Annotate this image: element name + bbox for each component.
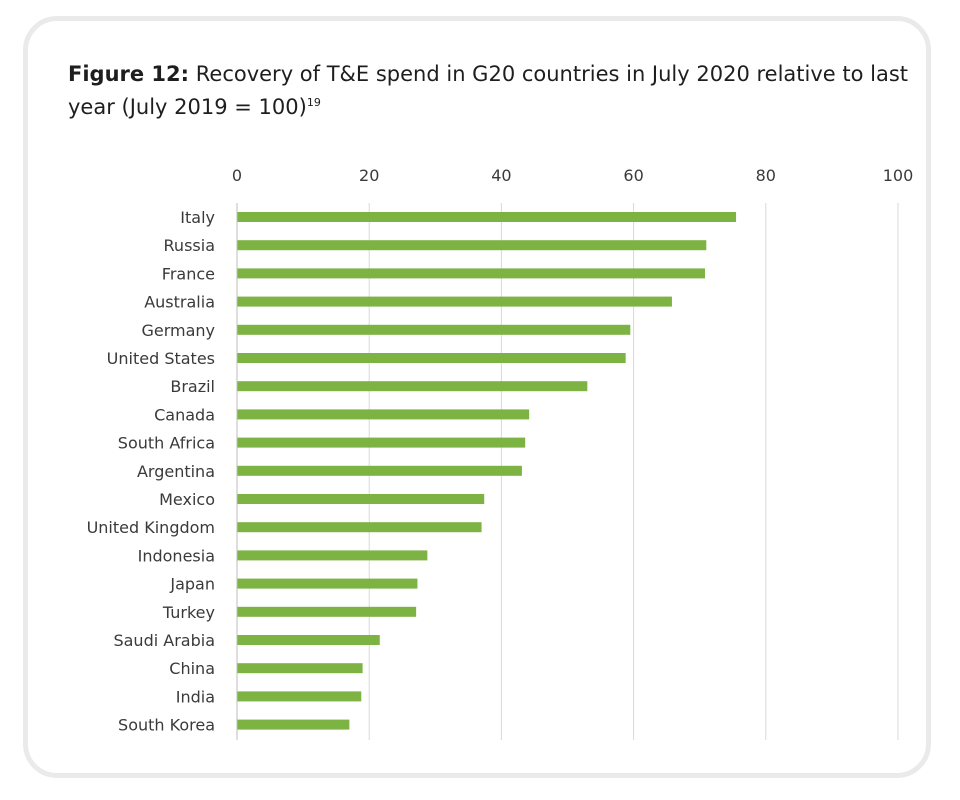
bar [237, 268, 705, 279]
category-label: Japan [169, 575, 215, 594]
category-label: South Africa [118, 434, 215, 453]
category-label: Germany [141, 321, 215, 340]
figure-title: Figure 12: Recovery of T&E spend in G20 … [68, 58, 908, 124]
x-tick-label: 40 [491, 166, 511, 185]
x-tick-label: 100 [883, 166, 914, 185]
figure-title-text: Recovery of T&E spend in G20 countries i… [68, 62, 909, 119]
bar [237, 240, 707, 251]
bar [237, 606, 417, 617]
figure-label: Figure 12: [68, 62, 190, 86]
x-tick-label: 20 [359, 166, 379, 185]
category-label: India [176, 687, 215, 706]
x-tick-labels: 0 20 40 60 80 100 [232, 166, 913, 185]
bars [237, 212, 737, 730]
category-label: United States [107, 349, 215, 368]
bar [237, 494, 485, 504]
category-label: Italy [180, 208, 215, 227]
figure-card [23, 16, 931, 778]
category-label: Russia [164, 236, 215, 255]
bar [237, 465, 522, 476]
category-label: Australia [144, 293, 215, 312]
bar [237, 691, 362, 702]
category-label: United Kingdom [87, 518, 215, 537]
x-tick-label: 0 [232, 166, 242, 185]
category-labels: Italy Russia France Australia Germany United … [87, 208, 215, 735]
bar [237, 381, 588, 392]
category-label: Canada [154, 405, 215, 424]
bar [237, 409, 530, 420]
bar [237, 663, 363, 674]
bar [237, 578, 418, 589]
category-label: Indonesia [138, 546, 215, 565]
category-label: Turkey [162, 603, 215, 622]
x-tick-label: 80 [756, 166, 776, 185]
category-label: Argentina [137, 462, 215, 481]
x-tick-label: 60 [623, 166, 643, 185]
category-label: China [169, 659, 215, 678]
bar [237, 550, 428, 561]
footnote-marker: 19 [306, 96, 321, 109]
category-label: South Korea [118, 716, 215, 735]
bar [237, 212, 737, 222]
category-label: Brazil [170, 377, 215, 396]
bar [237, 719, 350, 730]
category-label: Saudi Arabia [113, 631, 215, 650]
bar [237, 522, 482, 533]
category-label: France [162, 264, 215, 283]
bar [237, 296, 672, 307]
category-label: Mexico [159, 490, 215, 509]
bar [237, 324, 631, 335]
gridlines [368, 203, 899, 740]
bar [237, 635, 380, 645]
bar [237, 353, 626, 363]
bar [237, 437, 526, 448]
